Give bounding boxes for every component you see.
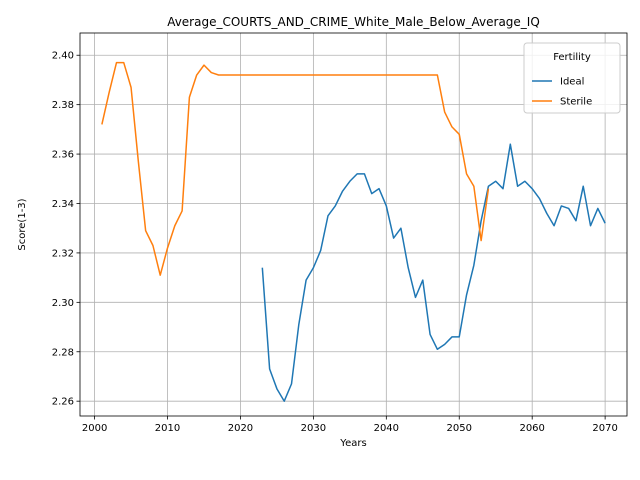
y-tick-label: 2.28 [52, 347, 74, 358]
legend-items: Ideal Sterile [532, 77, 592, 108]
series-lines [101, 61, 606, 402]
chart-title: Average_COURTS_AND_CRIME_White_Male_Belo… [167, 15, 540, 29]
y-tick-label: 2.38 [52, 100, 74, 111]
legend: Fertility Ideal Sterile [523, 42, 621, 114]
y-tick-label: 2.34 [52, 199, 74, 210]
x-tick-label: 2010 [155, 423, 180, 434]
x-tick-label: 2050 [447, 423, 472, 434]
x-tick-label: 2000 [82, 423, 107, 434]
y-tick-label: 2.30 [52, 298, 74, 309]
plot-frame [79, 32, 628, 417]
legend-label-ideal: Ideal [560, 77, 584, 88]
y-tick-label: 2.26 [52, 397, 74, 408]
y-tick-label: 2.40 [52, 51, 74, 62]
y-tick-label: 2.32 [52, 248, 74, 259]
legend-label-sterile: Sterile [560, 97, 592, 108]
x-tick-label: 2040 [374, 423, 399, 434]
x-tick-label: 2060 [519, 423, 544, 434]
x-tick-label: 2020 [228, 423, 253, 434]
legend-title: Fertility [553, 52, 591, 63]
x-tick-label: 2070 [592, 423, 617, 434]
x-tick-label: 2030 [301, 423, 326, 434]
legend-box [523, 42, 621, 114]
y-tick-label: 2.36 [52, 150, 74, 161]
y-axis-label: Score(1-3) [17, 198, 28, 250]
axis-ticks: 2000 2010 2020 2030 2040 2050 2060 2070 2.26 2.28… [52, 51, 618, 434]
series-line-sterile [101, 61, 490, 276]
x-axis-label: Years [339, 438, 366, 449]
series-line-ideal [261, 143, 606, 402]
